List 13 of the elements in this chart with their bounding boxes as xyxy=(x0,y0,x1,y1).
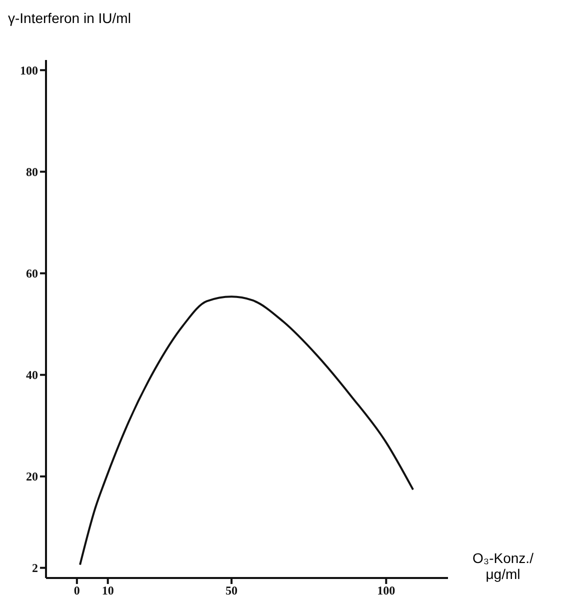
x-axis-title: O₃-Konz./ μg/ml xyxy=(472,550,534,582)
y-tick-label: 20 xyxy=(26,470,38,484)
x-tick-label: 100 xyxy=(377,584,396,598)
x-tick-label: 0 xyxy=(74,584,80,598)
y-tick-label: 2 xyxy=(32,561,38,576)
x-tick-label: 50 xyxy=(226,584,238,598)
y-tick-label: 60 xyxy=(26,266,38,281)
x-tick-label: 10 xyxy=(102,584,114,598)
y-axis-title: γ-Interferon in IU/ml xyxy=(8,10,131,26)
y-tick-label: 100 xyxy=(20,63,38,78)
y-tick-label: 80 xyxy=(26,164,38,179)
y-tick-label: 40 xyxy=(26,368,38,382)
line-series xyxy=(79,296,414,566)
